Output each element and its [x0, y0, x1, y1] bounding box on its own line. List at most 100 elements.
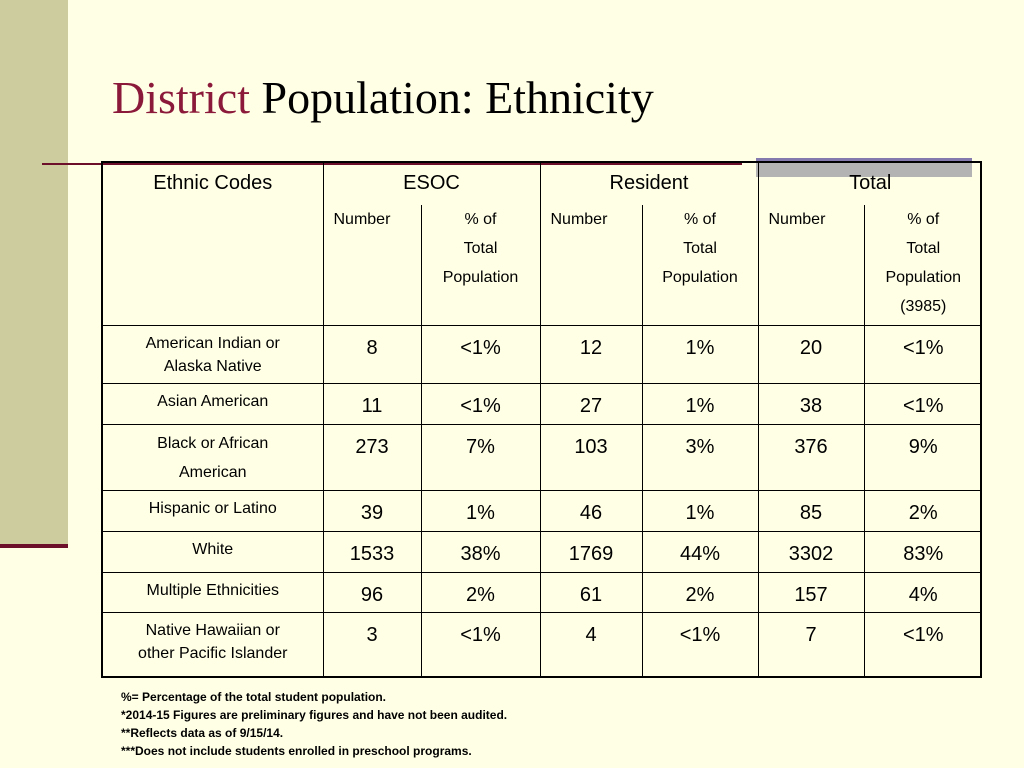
- header-resident: Resident: [539, 163, 758, 205]
- esoc-percent-cell: 1%: [420, 490, 540, 532]
- total-percent-cell: 83%: [863, 531, 982, 573]
- ethnic-code-line: Asian American: [157, 392, 269, 410]
- esoc-number-cell: 8: [322, 325, 421, 384]
- header-total: Total: [757, 163, 982, 205]
- total-percent-cell: 4%: [863, 572, 982, 613]
- pct-label-line: Total: [683, 240, 717, 257]
- resident-pct-label: % of Total Population: [641, 205, 758, 326]
- ethnic-code-line: White: [192, 540, 234, 558]
- ethnicity-table: Ethnic Codes ESOC Resident Total Number …: [103, 163, 982, 678]
- pct-label-line: Population: [885, 269, 962, 286]
- esoc-number-cell: 273: [322, 424, 421, 491]
- resident-number-label: Number: [539, 205, 642, 326]
- table-row: Native Hawaiian or other Pacific Islander…: [103, 612, 982, 678]
- pct-label-line: Total: [463, 240, 498, 257]
- pct-label-line: % of: [464, 211, 497, 228]
- esoc-number-cell: 3: [322, 612, 421, 678]
- ethnic-code-line: Black or African: [157, 434, 269, 452]
- total-number-cell: 20: [757, 325, 864, 384]
- ethnic-code-cell: American Indian or Alaska Native: [103, 325, 323, 384]
- resident-percent-cell: 3%: [641, 424, 758, 491]
- ethnic-code-cell: Native Hawaiian or other Pacific Islander: [103, 612, 323, 678]
- title-rest: Population: Ethnicity: [249, 72, 654, 123]
- left-decorative-bar: [0, 0, 68, 548]
- esoc-number-cell: 1533: [322, 531, 421, 573]
- ethnic-code-line: Hispanic or Latino: [148, 499, 277, 517]
- total-percent-cell: 9%: [863, 424, 982, 491]
- total-pct-label: % of Total Population (3985): [863, 205, 982, 326]
- resident-number-cell: 103: [539, 424, 642, 491]
- header-row: Ethnic Codes ESOC Resident Total: [103, 163, 982, 205]
- ethnic-code-line: Native Hawaiian or: [145, 621, 280, 639]
- subheader-empty: [103, 205, 323, 326]
- ethnic-code-line: American: [178, 463, 247, 481]
- pct-label-line: Population: [442, 269, 519, 286]
- table-row: Asian American 11 <1% 27 1% 38 <1%: [103, 383, 982, 425]
- total-percent-cell: <1%: [863, 325, 982, 384]
- table-row: Hispanic or Latino 39 1% 46 1% 85 2%: [103, 490, 982, 532]
- ethnic-code-cell: White: [103, 531, 323, 573]
- resident-number-cell: 46: [539, 490, 642, 532]
- esoc-number-cell: 96: [322, 572, 421, 613]
- resident-number-cell: 12: [539, 325, 642, 384]
- table-row: Black or African American 273 7% 103 3% 376 9%: [103, 424, 982, 491]
- esoc-percent-cell: 38%: [420, 531, 540, 573]
- subheader-row: Number % of Total Population Number % of…: [103, 205, 982, 326]
- table-row: Multiple Ethnicities 96 2% 61 2% 157 4%: [103, 572, 982, 613]
- esoc-number-cell: 39: [322, 490, 421, 532]
- esoc-percent-cell: <1%: [420, 325, 540, 384]
- total-number-cell: 38: [757, 383, 864, 425]
- pct-label-line: % of: [907, 211, 940, 228]
- footnote: *2014-15 Figures are preliminary figures…: [121, 708, 508, 722]
- title-highlight: District: [112, 72, 250, 123]
- title-accent-stripe: [756, 158, 972, 162]
- resident-number-cell: 61: [539, 572, 642, 613]
- pct-label-line: Total: [906, 240, 941, 257]
- esoc-pct-label: % of Total Population: [420, 205, 540, 326]
- ethnic-code-line: Alaska Native: [163, 357, 262, 375]
- footnotes: %= Percentage of the total student popul…: [121, 688, 507, 760]
- total-percent-cell: <1%: [863, 383, 982, 425]
- esoc-percent-cell: <1%: [420, 383, 540, 425]
- resident-percent-cell: 2%: [641, 572, 758, 613]
- total-number-cell: 7: [757, 612, 864, 678]
- pct-label-line: % of: [683, 211, 716, 228]
- ethnic-code-cell: Hispanic or Latino: [103, 490, 323, 532]
- esoc-percent-cell: 2%: [420, 572, 540, 613]
- total-number-cell: 3302: [757, 531, 864, 573]
- footnote: %= Percentage of the total student popul…: [121, 690, 387, 704]
- ethnic-code-cell: Multiple Ethnicities: [103, 572, 323, 613]
- total-number-cell: 376: [757, 424, 864, 491]
- header-ethnic-codes: Ethnic Codes: [153, 172, 273, 194]
- resident-percent-cell: 1%: [641, 383, 758, 425]
- footnote: ***Does not include students enrolled in…: [121, 744, 472, 758]
- resident-number-cell: 27: [539, 383, 642, 425]
- ethnic-code-line: Multiple Ethnicities: [146, 581, 280, 599]
- total-percent-cell: 2%: [863, 490, 982, 532]
- table-row: American Indian or Alaska Native 8 <1% 12 1% 2…: [103, 325, 982, 384]
- footnote: **Reflects data as of 9/15/14.: [121, 726, 284, 740]
- ethnic-code-line: American Indian or: [145, 334, 280, 352]
- esoc-percent-cell: 7%: [420, 424, 540, 491]
- ethnic-code-cell: Asian American: [103, 383, 323, 425]
- resident-number-cell: 1769: [539, 531, 642, 573]
- ethnic-code-cell: Black or African American: [103, 424, 323, 491]
- ethnicity-table-frame: Ethnic Codes ESOC Resident Total Number …: [101, 161, 982, 678]
- pct-label-line: Population: [662, 269, 738, 286]
- resident-number-cell: 4: [539, 612, 642, 678]
- table-row: White 1533 38% 1769 44% 3302 83%: [103, 531, 982, 573]
- total-number-cell: 157: [757, 572, 864, 613]
- total-percent-cell: <1%: [863, 612, 982, 678]
- resident-percent-cell: 1%: [641, 325, 758, 384]
- total-number-cell: 85: [757, 490, 864, 532]
- slide-title: District Population: Ethnicity: [112, 68, 654, 128]
- total-number-label: Number: [757, 205, 864, 326]
- esoc-number-label: Number: [322, 205, 421, 326]
- ethnic-code-line: other Pacific Islander: [138, 644, 288, 662]
- header-esoc: ESOC: [322, 163, 540, 205]
- resident-percent-cell: <1%: [641, 612, 758, 678]
- total-population-count: (3985): [900, 298, 947, 315]
- esoc-number-cell: 11: [322, 383, 421, 425]
- left-bar-divider: [0, 544, 68, 548]
- esoc-percent-cell: <1%: [420, 612, 540, 678]
